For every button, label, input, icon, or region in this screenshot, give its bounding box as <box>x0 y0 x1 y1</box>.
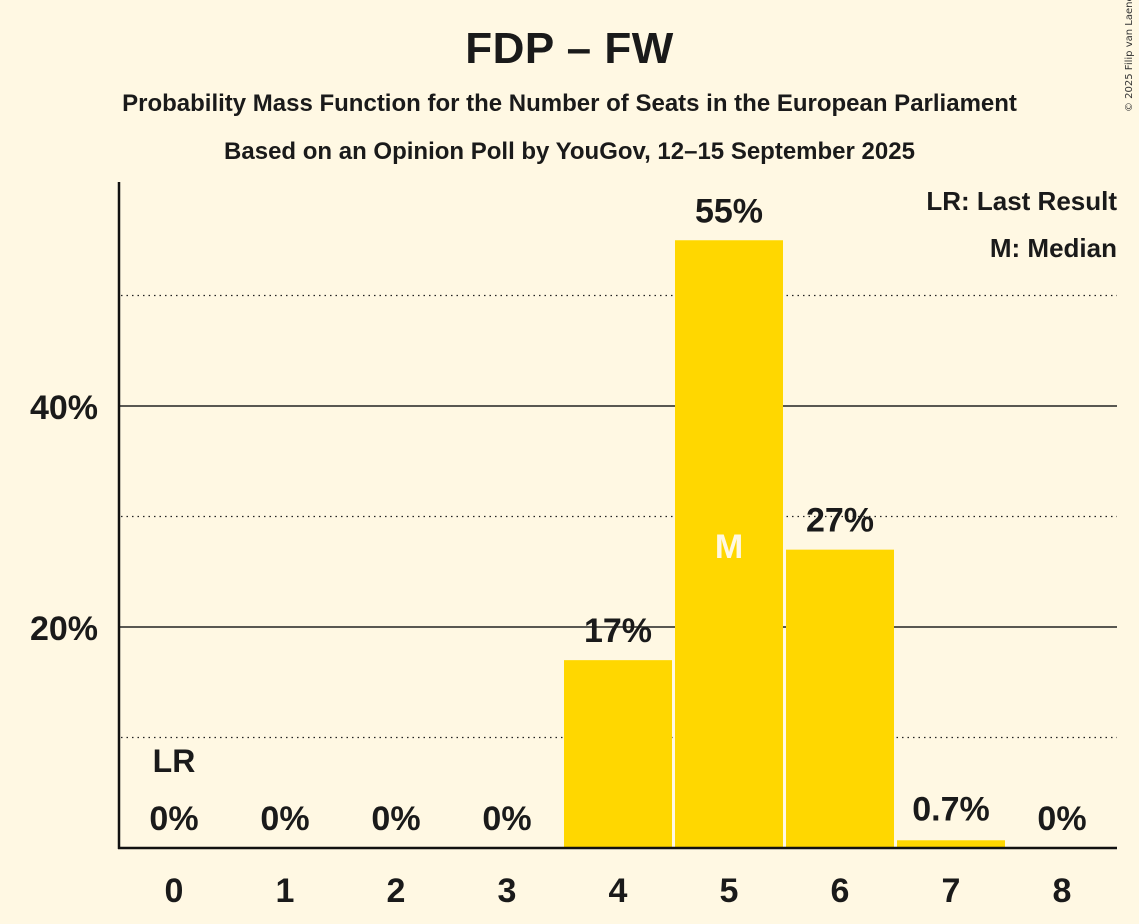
bar-seat-7 <box>897 840 1005 848</box>
x-tick-label-2: 2 <box>387 872 406 910</box>
median-marker: M <box>715 528 743 566</box>
chart-title: FDP – FW <box>465 24 674 73</box>
x-tick-label-0: 0 <box>165 872 184 910</box>
x-tick-label-1: 1 <box>276 872 295 910</box>
x-tick-label-8: 8 <box>1053 872 1072 910</box>
bar-seat-6 <box>786 549 894 848</box>
value-label-seat-0: 0% <box>149 800 198 838</box>
x-tick-label-3: 3 <box>498 872 517 910</box>
value-label-seat-6: 27% <box>806 502 874 540</box>
x-tick-label-4: 4 <box>609 872 628 910</box>
x-tick-label-7: 7 <box>942 872 961 910</box>
legend-last-result: LR: Last Result <box>926 186 1117 216</box>
x-tick-label-6: 6 <box>831 872 850 910</box>
y-tick-label-20: 20% <box>30 610 98 648</box>
value-label-seat-4: 17% <box>584 612 652 650</box>
x-tick-label-5: 5 <box>720 872 739 910</box>
value-label-seat-7: 0.7% <box>912 790 990 828</box>
bar-seat-4 <box>564 660 672 848</box>
bar-seat-5 <box>675 240 783 848</box>
value-label-seat-5: 55% <box>695 192 763 230</box>
y-tick-label-40: 40% <box>30 389 98 427</box>
last-result-marker: LR <box>153 743 196 779</box>
value-label-seat-3: 0% <box>482 800 531 838</box>
value-label-seat-1: 0% <box>260 800 309 838</box>
value-label-seat-8: 0% <box>1037 800 1086 838</box>
chart-subtitle: Probability Mass Function for the Number… <box>122 90 1017 117</box>
legend-median: M: Median <box>990 233 1117 263</box>
chart-source: Based on an Opinion Poll by YouGov, 12–1… <box>224 138 915 165</box>
value-label-seat-2: 0% <box>371 800 420 838</box>
